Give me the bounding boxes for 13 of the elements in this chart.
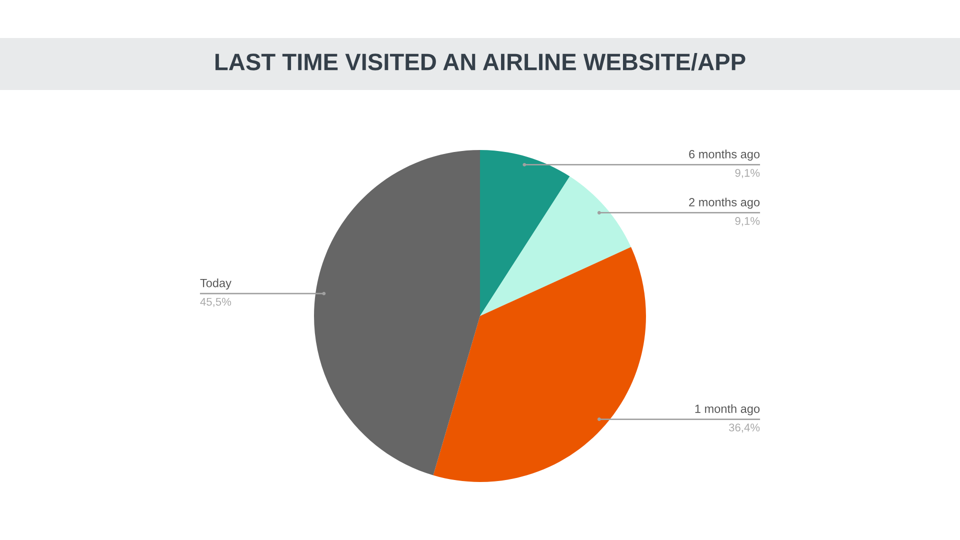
pie-slice: [433, 247, 646, 482]
slice-label: 2 months ago: [689, 198, 760, 209]
slice-label: 6 months ago: [689, 150, 760, 161]
pie-slice: [480, 176, 631, 316]
data-label: 9,1%: [735, 168, 760, 178]
data-label: 36,4%: [728, 424, 760, 433]
pie-slice: [480, 150, 570, 316]
slice-label: 1 month ago: [695, 404, 760, 416]
chart-title: LAST TIME VISITED AN AIRLINE WEBSITE/APP: [216, 52, 746, 71]
slice-label: Today: [200, 278, 232, 290]
data-label: 45,5%: [200, 298, 232, 308]
pie-slice: [314, 150, 480, 476]
data-label: 9,1%: [735, 217, 760, 226]
